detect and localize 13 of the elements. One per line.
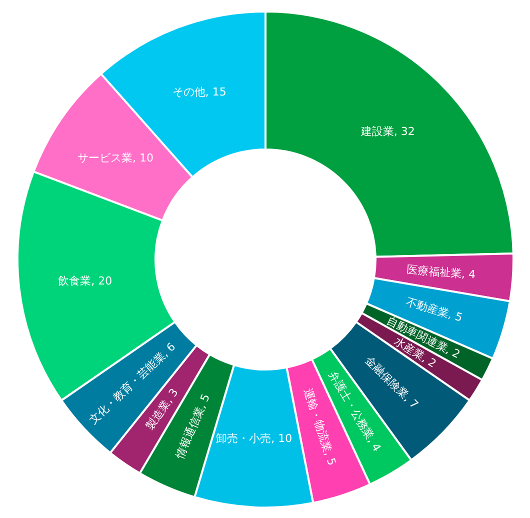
- slice-label: 運輸・物流業: [301, 386, 334, 454]
- data-label: , 15: [205, 86, 226, 99]
- slice-label: 卸売・小売: [216, 432, 272, 445]
- data-label: , 10: [132, 151, 154, 164]
- slice-label: 建設業: [360, 124, 394, 138]
- slice-label: サービス業: [77, 151, 132, 164]
- data-label: , 4: [461, 267, 476, 282]
- data-label: , 10: [271, 432, 292, 445]
- data-label: , 32: [394, 124, 415, 138]
- slice-label: その他: [172, 86, 206, 99]
- data-label: , 20: [91, 274, 112, 288]
- slice-label: 医療福祉業: [406, 263, 462, 280]
- slice-label: 飲食業: [58, 274, 92, 288]
